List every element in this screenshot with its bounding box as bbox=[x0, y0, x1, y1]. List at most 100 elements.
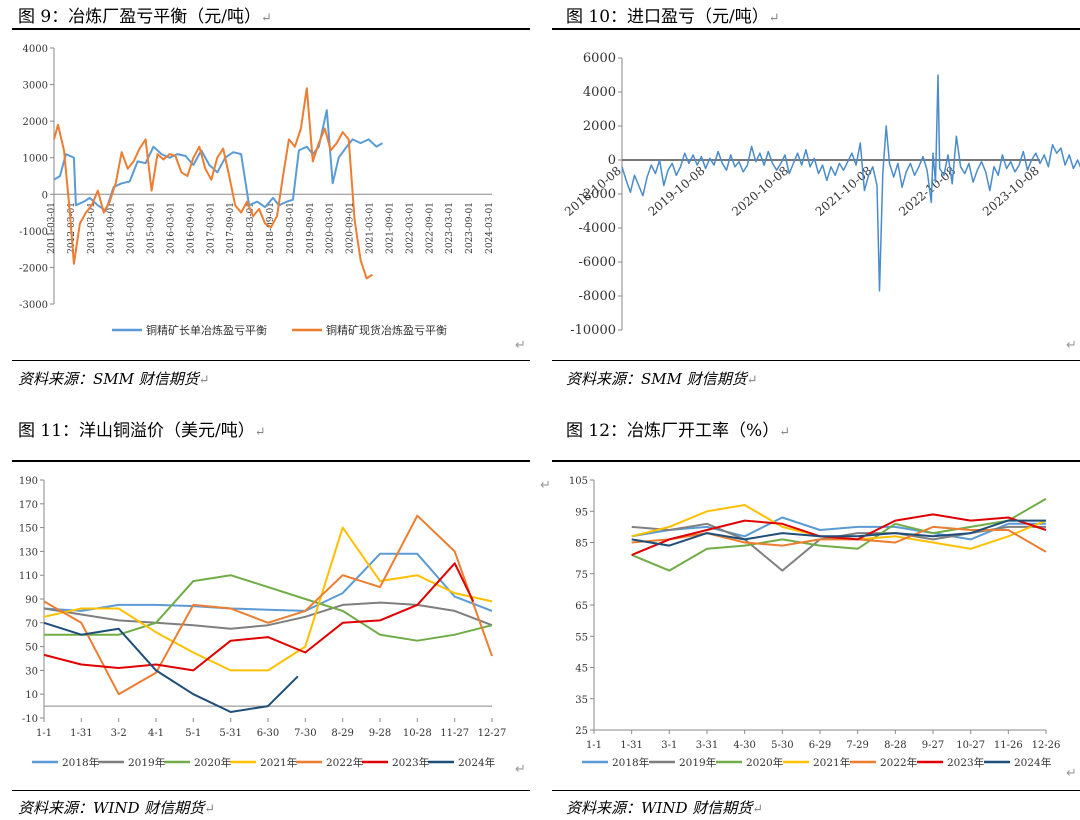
x-tick-label: 2016-03-01 bbox=[166, 202, 176, 254]
y-tick-label: 35 bbox=[575, 695, 588, 706]
y-tick-label: 2000 bbox=[23, 117, 48, 128]
title-text: 图 9：冶炼厂盈亏平衡（元/吨） bbox=[18, 7, 261, 27]
y-tick-label: 30 bbox=[25, 666, 38, 677]
y-tick-label: 75 bbox=[575, 570, 588, 581]
y-tick-label: 170 bbox=[19, 500, 38, 511]
x-tick-label: 2021-03-01 bbox=[366, 202, 376, 254]
title-rule bbox=[12, 460, 530, 462]
y-tick-label: 190 bbox=[19, 476, 38, 487]
legend-label: 2019年 bbox=[128, 756, 165, 769]
x-tick-label: 5-31 bbox=[219, 728, 241, 739]
y-tick-label: 10 bbox=[25, 690, 38, 701]
source-rule bbox=[12, 790, 530, 791]
source-rule bbox=[552, 360, 1080, 361]
y-tick-label: 110 bbox=[19, 571, 38, 582]
x-tick-label: 3-1 bbox=[661, 740, 677, 751]
x-tick-label: 2015-03-01 bbox=[127, 202, 137, 254]
series-line bbox=[631, 516, 1046, 541]
x-tick-label: 2021-09-01 bbox=[385, 202, 395, 254]
y-tick-label: 70 bbox=[25, 619, 38, 630]
source-note: 资料来源：WIND 财信期货↵ bbox=[566, 799, 764, 817]
y-tick-label: 6000 bbox=[583, 51, 616, 66]
y-tick-label: -1000 bbox=[19, 227, 48, 238]
y-tick-label: 4000 bbox=[23, 44, 48, 55]
x-tick-label: 2014-09-01 bbox=[107, 202, 117, 254]
x-tick-label: 6-30 bbox=[257, 728, 279, 739]
series-line bbox=[631, 513, 1047, 556]
x-tick-label: 2023-03-01 bbox=[445, 202, 455, 254]
legend-label: 2024年 bbox=[1014, 756, 1051, 769]
legend-label: 2020年 bbox=[746, 756, 783, 769]
legend-label: 2023年 bbox=[947, 756, 984, 769]
x-tick-label: 12-27 bbox=[478, 728, 507, 739]
y-tick-label: -10 bbox=[22, 714, 38, 725]
title-text: 图 11：洋山铜溢价（美元/吨） bbox=[18, 421, 255, 441]
chart-title-11: 图 11：洋山铜溢价（美元/吨）↵ bbox=[18, 421, 266, 441]
y-tick-label: 105 bbox=[569, 476, 588, 487]
chart-title-10: 图 10：进口盈亏（元/吨）↵ bbox=[566, 7, 780, 27]
y-tick-label: 150 bbox=[19, 524, 38, 535]
x-tick-label: 1-31 bbox=[620, 740, 642, 751]
y-tick-label: 2000 bbox=[583, 119, 616, 134]
legend-label: 2019年 bbox=[679, 756, 716, 769]
return-mark: ↵ bbox=[540, 478, 551, 493]
legend-label: 2023年 bbox=[392, 756, 429, 769]
x-tick-label: 5-1 bbox=[185, 728, 201, 739]
return-mark: ↵ bbox=[1066, 338, 1077, 353]
x-tick-label: 2022-03-01 bbox=[405, 202, 415, 254]
x-tick-label: 5-30 bbox=[771, 740, 793, 751]
x-tick-label: 6-29 bbox=[809, 740, 831, 751]
y-tick-label: -10000 bbox=[570, 323, 616, 338]
series-line bbox=[43, 552, 493, 612]
x-tick-label: 2023-09-01 bbox=[465, 202, 475, 254]
y-tick-label: 0 bbox=[42, 190, 48, 201]
y-tick-label: 1000 bbox=[23, 154, 48, 165]
x-tick-label: 2019-09-01 bbox=[306, 202, 316, 254]
x-tick-label: 1-1 bbox=[36, 728, 52, 739]
x-tick-label: 4-1 bbox=[148, 728, 164, 739]
x-tick-label: 2020-09-01 bbox=[346, 202, 356, 254]
x-tick-label: 2020-03-01 bbox=[326, 202, 336, 254]
return-mark: ↵ bbox=[1066, 766, 1077, 781]
x-tick-label: 9-27 bbox=[922, 740, 944, 751]
x-tick-label: 2016-09-01 bbox=[186, 202, 196, 254]
source-rule bbox=[12, 360, 530, 361]
y-tick-label: 95 bbox=[575, 507, 588, 518]
x-tick-label: 2017-09-01 bbox=[226, 202, 236, 254]
chart-title-12: 图 12：冶炼厂开工率（%）↵ bbox=[566, 421, 791, 441]
series-line bbox=[43, 562, 475, 672]
series-line bbox=[53, 109, 384, 212]
title-text: 图 12：冶炼厂开工率（%） bbox=[566, 421, 780, 441]
series-line bbox=[631, 519, 1046, 547]
return-mark: ↵ bbox=[515, 338, 526, 353]
legend-label: 铜精矿现货冶炼盈亏平衡 bbox=[326, 323, 447, 337]
x-tick-label: 2023-10-08 bbox=[980, 164, 1042, 219]
x-tick-label: 9-28 bbox=[369, 728, 391, 739]
chart-title-9: 图 9：冶炼厂盈亏平衡（元/吨）↵ bbox=[18, 7, 272, 27]
legend-label: 2022年 bbox=[326, 756, 363, 769]
y-tick-label: 90 bbox=[25, 595, 38, 606]
x-tick-label: 1-31 bbox=[70, 728, 92, 739]
legend-label: 2018年 bbox=[62, 756, 99, 769]
y-tick-label: 50 bbox=[25, 643, 38, 654]
x-tick-label: 2020-10-08 bbox=[729, 164, 791, 219]
x-tick-label: 2022-09-01 bbox=[425, 202, 435, 254]
y-tick-label: 130 bbox=[19, 547, 38, 558]
chart-yangshan-premium: -10 10 30 50 70 90 110 130 150 170 190 1-1 1-31 3-2 4-… bbox=[19, 476, 507, 769]
x-tick-label: 11-26 bbox=[994, 740, 1023, 751]
y-tick-label: -3000 bbox=[19, 300, 48, 311]
x-tick-label: 2017-03-01 bbox=[206, 202, 216, 254]
series-line bbox=[53, 87, 374, 280]
legend-label: 2018年 bbox=[612, 756, 649, 769]
legend-label: 2021年 bbox=[260, 756, 297, 769]
chart-import-profit: -10000 -8000 -6000 -4000 -2000 0 2000 4000 6000 2… bbox=[562, 51, 1080, 338]
title-text: 图 10：进口盈亏（元/吨） bbox=[566, 7, 769, 27]
series-line bbox=[43, 621, 299, 713]
x-tick-label: 10-27 bbox=[956, 740, 985, 751]
series-line bbox=[631, 497, 1047, 572]
source-note: 资料来源：SMM 财信期货↵ bbox=[566, 370, 758, 388]
x-tick-label: 1-1 bbox=[586, 740, 602, 751]
x-tick-label: 11-27 bbox=[440, 728, 469, 739]
legend-label: 2020年 bbox=[194, 756, 231, 769]
x-tick-label: 4-30 bbox=[733, 740, 755, 751]
